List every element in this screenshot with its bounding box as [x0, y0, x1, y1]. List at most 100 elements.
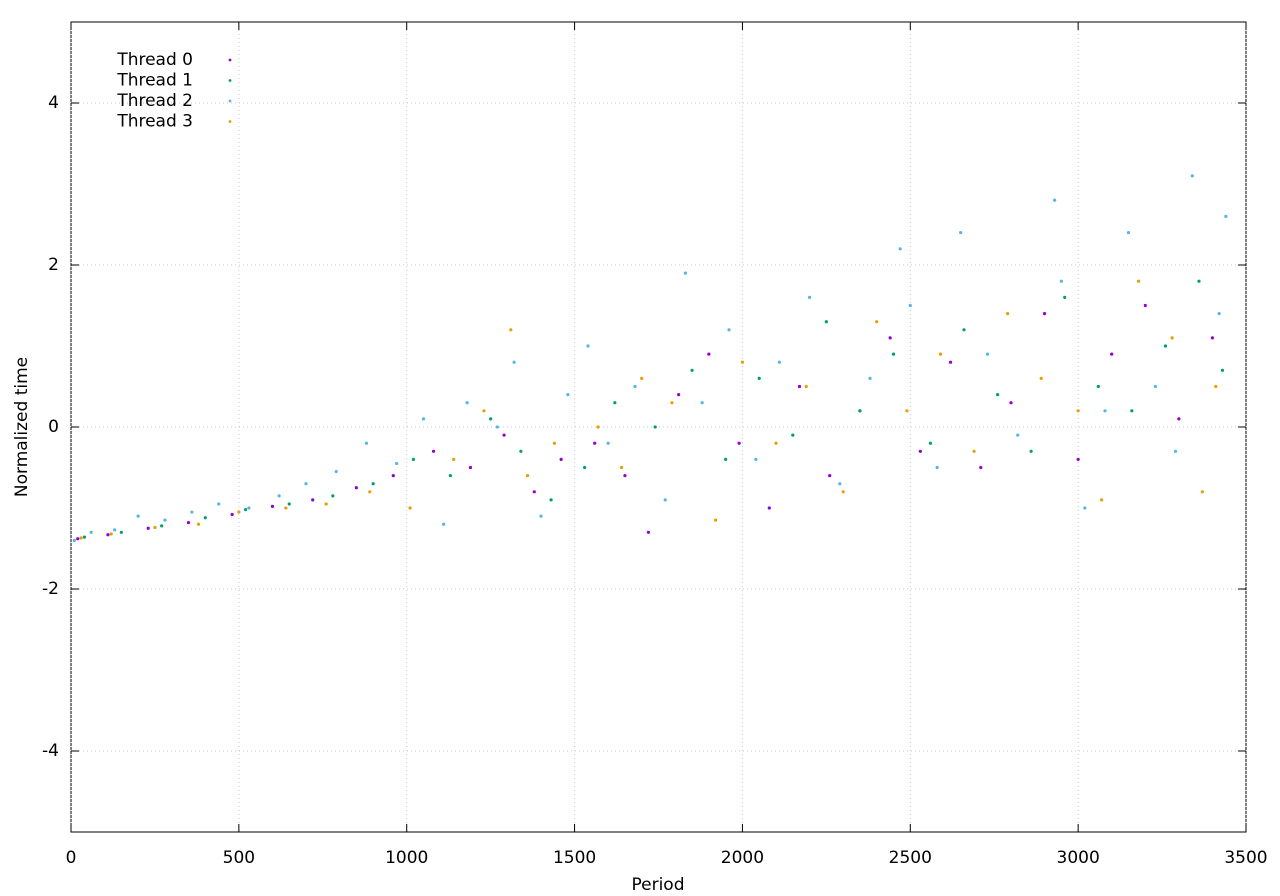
point: [841, 490, 845, 494]
point: [593, 441, 597, 445]
x-tick-label: 0: [66, 848, 77, 868]
point: [539, 514, 543, 518]
point: [1126, 231, 1131, 235]
point: [1130, 409, 1134, 413]
y-tick-label: -4: [42, 741, 59, 761]
point: [683, 271, 687, 275]
point: [1173, 449, 1178, 453]
point: [1163, 344, 1168, 348]
y-tick-label: 0: [48, 417, 59, 437]
point: [532, 490, 536, 494]
point: [633, 384, 637, 389]
point: [1153, 384, 1157, 389]
point: [79, 536, 83, 540]
point: [334, 469, 338, 474]
point: [1076, 457, 1080, 461]
point: [905, 409, 909, 413]
point: [519, 449, 523, 453]
legend-marker: [228, 99, 232, 103]
point: [217, 502, 221, 506]
x-tick-label: 2500: [889, 848, 932, 868]
point: [465, 401, 469, 405]
point: [707, 352, 711, 356]
point: [1110, 352, 1114, 356]
legend-label: Thread 0: [116, 50, 193, 70]
point: [549, 498, 553, 502]
point: [797, 384, 802, 389]
point: [938, 352, 943, 356]
point: [995, 393, 1000, 397]
point: [395, 461, 399, 466]
point: [606, 441, 610, 445]
point: [408, 506, 412, 510]
point: [740, 360, 745, 364]
point: [583, 465, 587, 470]
point: [72, 538, 76, 543]
point: [119, 530, 123, 534]
point: [1200, 490, 1204, 494]
y-tick-label: 2: [48, 255, 59, 275]
point: [482, 409, 486, 413]
point: [509, 328, 513, 332]
point: [838, 482, 842, 486]
point: [1076, 409, 1080, 413]
point: [754, 457, 758, 461]
point: [1170, 336, 1174, 340]
point: [1103, 409, 1107, 413]
x-axis-label: Period: [631, 875, 684, 895]
point: [448, 474, 452, 478]
point: [566, 393, 570, 397]
point: [828, 474, 832, 478]
y-tick-label: -2: [42, 579, 59, 599]
x-tick-label: 500: [223, 848, 255, 868]
legend-marker: [228, 120, 232, 123]
x-tick-label: 3000: [1057, 848, 1100, 868]
point: [525, 474, 530, 478]
point: [727, 328, 731, 332]
point: [1059, 279, 1063, 283]
point: [270, 504, 275, 508]
point: [807, 295, 812, 299]
point: [757, 376, 761, 380]
point: [354, 486, 358, 490]
point: [109, 532, 113, 536]
point: [1136, 279, 1141, 283]
point: [512, 360, 516, 364]
point: [985, 352, 990, 356]
point: [1063, 295, 1067, 299]
point: [824, 320, 828, 324]
point: [613, 401, 617, 405]
point: [371, 482, 375, 486]
point: [767, 506, 771, 510]
point: [452, 457, 456, 461]
point: [196, 522, 201, 526]
point: [243, 508, 248, 512]
point: [640, 376, 644, 380]
point: [1016, 433, 1020, 437]
legend-label: Thread 3: [116, 112, 193, 132]
point: [979, 465, 983, 470]
point: [1177, 417, 1181, 421]
point: [858, 409, 862, 413]
legend-label: Thread 1: [116, 71, 193, 91]
point: [677, 393, 681, 397]
point: [1190, 174, 1194, 178]
point: [596, 425, 600, 429]
point: [190, 510, 194, 514]
point: [586, 344, 590, 348]
point: [364, 441, 369, 445]
point: [89, 530, 93, 534]
point: [247, 506, 251, 510]
point: [663, 498, 667, 502]
point: [277, 494, 281, 498]
point: [777, 360, 781, 364]
legend-marker: [228, 79, 232, 82]
point: [653, 425, 657, 429]
point: [304, 482, 308, 486]
point: [495, 425, 499, 429]
point: [284, 506, 288, 510]
point: [646, 530, 651, 534]
point: [324, 502, 328, 506]
point: [287, 502, 291, 506]
point: [619, 465, 624, 470]
